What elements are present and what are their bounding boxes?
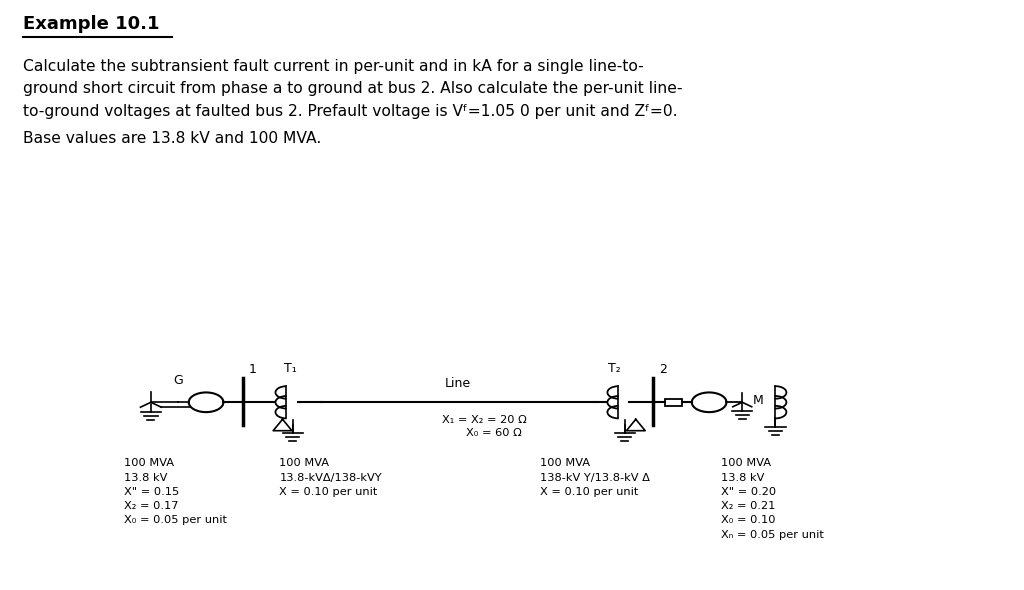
Text: Example 10.1: Example 10.1 xyxy=(23,15,159,33)
Text: 100 MVA: 100 MVA xyxy=(721,458,771,468)
Text: 2: 2 xyxy=(658,363,667,376)
Text: 138-kV Y/13.8-kV Δ: 138-kV Y/13.8-kV Δ xyxy=(540,473,649,483)
Text: X₂ = 0.17: X₂ = 0.17 xyxy=(124,501,178,511)
Text: Base values are 13.8 kV and 100 MVA.: Base values are 13.8 kV and 100 MVA. xyxy=(23,131,321,146)
Text: Xₙ = 0.05 per unit: Xₙ = 0.05 per unit xyxy=(721,530,824,540)
Text: 13.8 kV: 13.8 kV xyxy=(721,473,764,483)
Text: T₁: T₁ xyxy=(284,362,297,375)
Text: X" = 0.15: X" = 0.15 xyxy=(124,487,179,497)
Text: Calculate the subtransient fault current in per-unit and in kA for a single line: Calculate the subtransient fault current… xyxy=(23,59,643,74)
Text: X = 0.10 per unit: X = 0.10 per unit xyxy=(540,487,638,497)
Text: M: M xyxy=(753,394,763,407)
Text: X₁ = X₂ = 20 Ω: X₁ = X₂ = 20 Ω xyxy=(442,415,527,425)
Text: X = 0.10 per unit: X = 0.10 per unit xyxy=(280,487,378,497)
Text: 100 MVA: 100 MVA xyxy=(540,458,590,468)
Text: Line: Line xyxy=(444,377,471,390)
Text: X" = 0.20: X" = 0.20 xyxy=(721,487,776,497)
Text: to-ground voltages at faulted bus 2. Prefault voltage is Vᶠ=1.05 0 per unit and : to-ground voltages at faulted bus 2. Pre… xyxy=(23,104,677,119)
Text: X₀ = 60 Ω: X₀ = 60 Ω xyxy=(466,428,521,438)
Text: 100 MVA: 100 MVA xyxy=(124,458,174,468)
Text: ground short circuit from phase a to ground at bus 2. Also calculate the per-uni: ground short circuit from phase a to gro… xyxy=(23,81,682,96)
Bar xyxy=(665,399,682,406)
Text: T₂: T₂ xyxy=(608,362,621,375)
Text: X₀ = 0.05 per unit: X₀ = 0.05 per unit xyxy=(124,516,227,526)
Text: 1: 1 xyxy=(249,363,257,376)
Text: X₂ = 0.21: X₂ = 0.21 xyxy=(721,501,775,511)
Text: 13.8 kV: 13.8 kV xyxy=(124,473,168,483)
Text: G: G xyxy=(174,373,183,386)
Text: X₀ = 0.10: X₀ = 0.10 xyxy=(721,516,775,526)
Text: 13.8-kVΔ/138-kVY: 13.8-kVΔ/138-kVY xyxy=(280,473,382,483)
Text: 100 MVA: 100 MVA xyxy=(280,458,330,468)
